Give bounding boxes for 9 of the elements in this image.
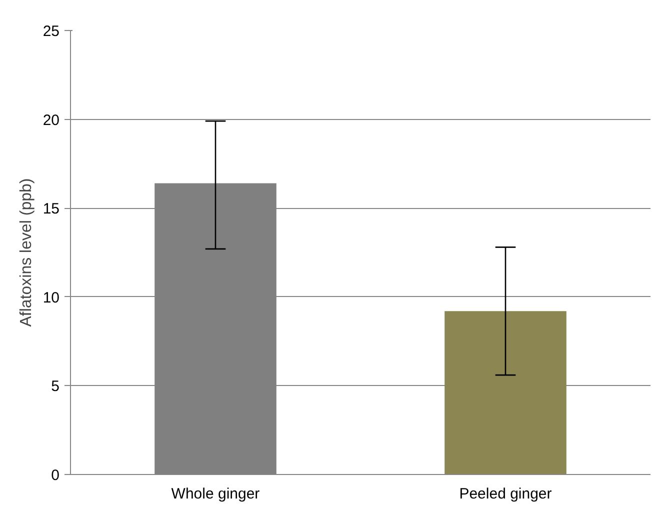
y-tick-label: 5 <box>51 378 60 396</box>
y-tick-label: 0 <box>51 467 60 484</box>
x-tick-label: Whole ginger <box>171 486 260 502</box>
y-tick-label: 25 <box>42 23 60 40</box>
y-axis-title: Aflatoxins level (ppb) <box>18 178 35 327</box>
y-tick-label: 20 <box>42 112 60 129</box>
y-tick-label: 10 <box>42 289 60 306</box>
x-tick-label: Peeled ginger <box>459 486 552 502</box>
y-tick-label: 15 <box>42 200 60 218</box>
